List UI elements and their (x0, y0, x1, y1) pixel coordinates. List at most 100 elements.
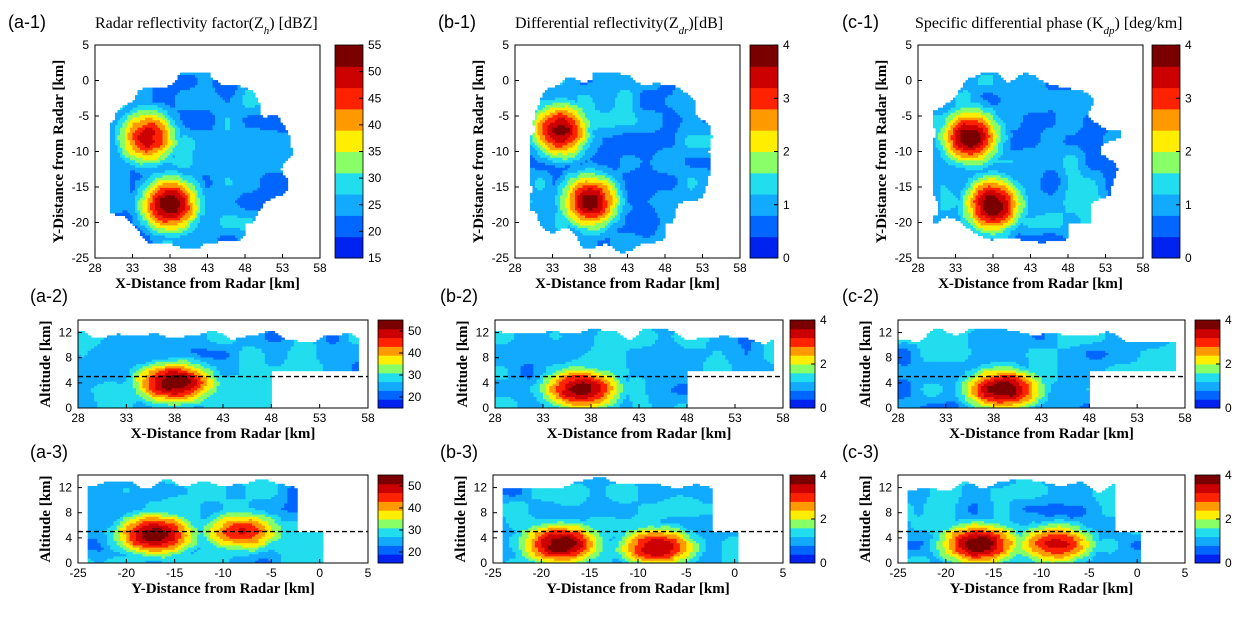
x-tick-label: -20 (937, 566, 955, 580)
y-axis-label: Altitude [km] (453, 475, 469, 562)
x-tick-label: 38 (163, 261, 177, 275)
x-tick-label: 38 (583, 261, 597, 275)
colorbar-tick-label: 0 (820, 556, 827, 570)
x-tick-label: 28 (488, 411, 502, 425)
x-tick-label: 53 (728, 411, 742, 425)
panel-label: (c-2) (842, 286, 879, 306)
x-tick-label: 38 (986, 261, 1000, 275)
y-tick-label: 0 (502, 74, 509, 88)
colorbar-tick-label: 45 (368, 91, 382, 105)
x-tick-label: 33 (126, 261, 140, 275)
y-tick-label: 12 (474, 481, 488, 495)
x-tick-label: 43 (1024, 261, 1038, 275)
colorbar-tick-label: 40 (408, 501, 422, 515)
y-tick-label: 12 (59, 326, 73, 340)
colorbar: 55 50 45 40 35 30 25 20 15 (334, 38, 382, 265)
x-tick-label: 0 (316, 566, 323, 580)
x-tick-label: -25 (484, 566, 502, 580)
field-a1 (110, 72, 294, 249)
x-tick-label: 28 (508, 261, 522, 275)
colorbar-tick-label: 0 (783, 251, 790, 265)
y-tick-label: -5 (498, 109, 509, 123)
y-tick-label: -15 (492, 180, 510, 194)
colorbar-tick-label: 4 (1185, 38, 1192, 52)
panel-b1: 28 33 38 43 48 53 5850-5-10-15-20-25X-Distance… (438, 12, 790, 292)
x-tick-label: 48 (1061, 261, 1075, 275)
colorbar-tick-label: 50 (368, 65, 382, 79)
x-tick-label: 33 (546, 261, 560, 275)
colorbar-tick-label: 2 (1225, 357, 1232, 371)
x-tick-label: 53 (313, 411, 327, 425)
y-tick-label: 5 (905, 38, 912, 52)
x-tick-label: -15 (985, 566, 1003, 580)
x-tick-label: 38 (987, 411, 1001, 425)
panel-c1: 28 33 38 43 48 53 5850-5-10-15-20-25X-Distance… (842, 12, 1192, 292)
x-axis-label: Y-Distance from Radar [km] (546, 581, 729, 597)
y-tick-label: 4 (885, 531, 892, 545)
colorbar-tick-label: 20 (408, 390, 422, 404)
panel-title: Specific differential phase (Kdp) [deg/k… (915, 15, 1183, 37)
x-tick-label: 5 (365, 566, 372, 580)
y-tick-label: 4 (885, 376, 892, 390)
y-tick-label: -5 (901, 109, 912, 123)
y-tick-label: 12 (879, 326, 893, 340)
x-tick-label: 48 (1083, 411, 1097, 425)
x-axis-label: X-Distance from Radar [km] (535, 276, 720, 292)
colorbar-tick-label: 1 (783, 198, 790, 212)
y-tick-label: 4 (65, 376, 72, 390)
field-c1 (933, 72, 1122, 244)
panel-c2: 28 33 38 43 48 53 58 12 8 4 0 X-Distance from Radar… (842, 286, 1232, 442)
x-tick-label: 28 (88, 261, 102, 275)
panel-label: (b-1) (438, 12, 476, 32)
colorbar-tick-label: 0 (1225, 401, 1232, 415)
panel-label: (a-3) (30, 442, 68, 462)
y-tick-label: 12 (476, 326, 490, 340)
x-tick-label: 33 (939, 411, 953, 425)
field-b2 (495, 328, 774, 408)
y-axis-label: Y-Distance from Radar [km] (471, 60, 487, 243)
x-tick-label: 28 (911, 261, 925, 275)
x-tick-label: 53 (276, 261, 290, 275)
y-tick-label: -20 (492, 216, 510, 230)
colorbar-tick-label: 0 (1185, 251, 1192, 265)
x-axis-label: X-Distance from Radar [km] (131, 426, 316, 442)
x-tick-label: 0 (1134, 566, 1141, 580)
y-axis-label: Altitude [km] (858, 475, 874, 562)
x-tick-label: 38 (168, 411, 182, 425)
colorbar-tick-label: 2 (783, 145, 790, 159)
x-axis-label: X-Distance from Radar [km] (949, 426, 1134, 442)
colorbar-tick-label: 25 (368, 198, 382, 212)
y-tick-label: -10 (492, 145, 510, 159)
y-tick-label: 8 (885, 351, 892, 365)
y-tick-label: -20 (72, 216, 90, 230)
y-tick-label: 12 (879, 481, 893, 495)
x-tick-label: 48 (680, 411, 694, 425)
x-tick-label: -15 (581, 566, 599, 580)
x-tick-label: -20 (533, 566, 551, 580)
x-tick-label: 58 (361, 411, 375, 425)
y-tick-label: 0 (482, 401, 489, 415)
colorbar-tick-label: 20 (368, 224, 382, 238)
colorbar-tick-label: 2 (820, 512, 827, 526)
panel-label: (a-2) (30, 286, 68, 306)
y-tick-label: 5 (82, 38, 89, 52)
x-axis-label: X-Distance from Radar [km] (547, 426, 732, 442)
y-axis-label: Altitude [km] (455, 320, 471, 407)
colorbar: 4 2 0 (1194, 468, 1232, 570)
colorbar-tick-label: 4 (1225, 468, 1232, 482)
colorbar-tick-label: 30 (408, 368, 422, 382)
colorbar-tick-label: 4 (820, 313, 827, 327)
y-tick-label: 8 (480, 506, 487, 520)
colorbar-tick-label: 30 (408, 523, 422, 537)
x-tick-label: -10 (629, 566, 647, 580)
panel-label: (c-1) (842, 12, 879, 32)
y-tick-label: 12 (59, 481, 73, 495)
panel-label: (b-2) (440, 286, 478, 306)
panel-title: Differential reflectivity(Zdr)[dB] (515, 15, 723, 37)
colorbar: 4 2 0 (789, 313, 827, 415)
panel-label: (b-3) (440, 442, 478, 462)
x-tick-label: -10 (214, 566, 232, 580)
x-tick-label: 0 (731, 566, 738, 580)
